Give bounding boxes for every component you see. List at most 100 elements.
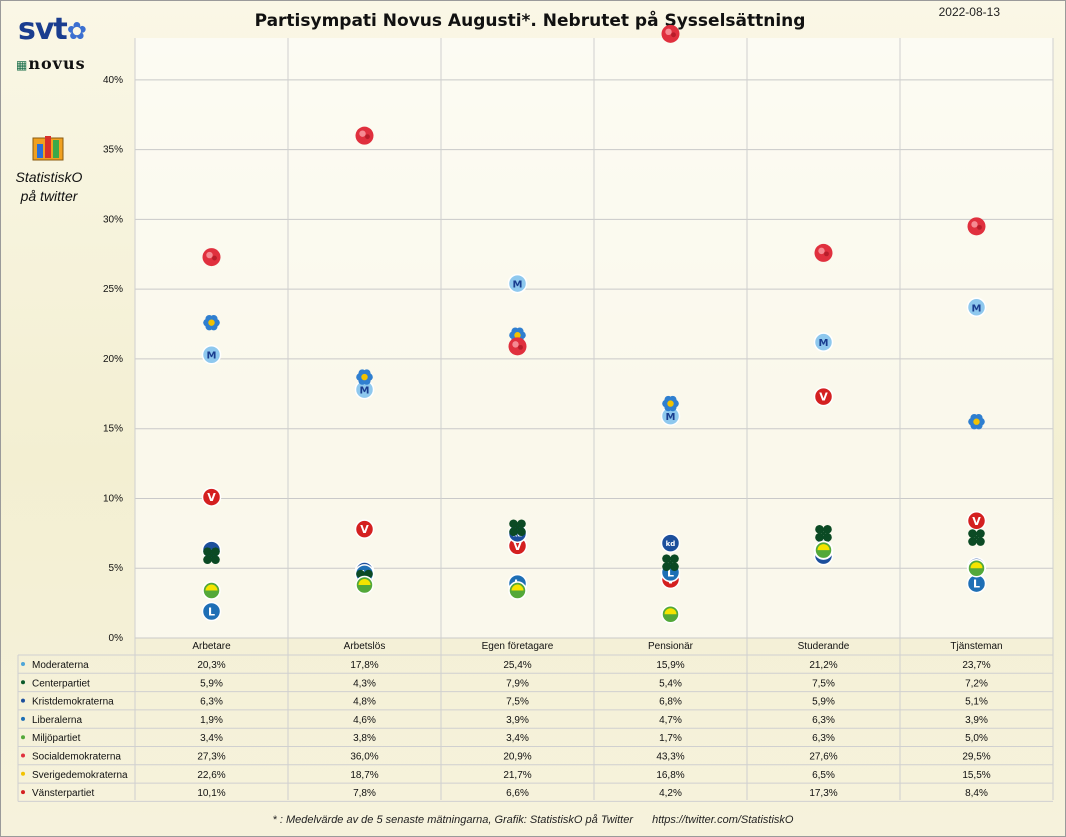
- svg-text:M: M: [972, 303, 982, 314]
- sverigedemokraterna-logo-icon: [203, 314, 220, 331]
- table-cell: 3,4%: [506, 733, 529, 744]
- footnote-url[interactable]: https://twitter.com/StatistiskO: [652, 814, 794, 826]
- vansterpartiet-logo-icon: V: [966, 511, 987, 531]
- table-row-label: Miljöpartiet: [32, 733, 81, 744]
- svg-text:M: M: [207, 351, 217, 362]
- table-cell: 6,6%: [506, 788, 529, 799]
- table-cell: 17,3%: [809, 788, 837, 799]
- table-cell: 43,3%: [656, 752, 684, 763]
- novus-grid-icon: ▦: [16, 58, 29, 72]
- svg-text:V: V: [972, 515, 981, 528]
- category-label: Egen företagare: [482, 641, 554, 652]
- y-tick-label: 5%: [109, 563, 124, 574]
- svg-text:V: V: [819, 391, 828, 404]
- bar-chart-cube-icon: [32, 136, 64, 161]
- table-cell: 6,8%: [659, 697, 682, 708]
- table-cell: 7,9%: [506, 678, 529, 689]
- table-cell: 7,8%: [353, 788, 376, 799]
- table-cell: 21,2%: [809, 660, 837, 671]
- kristdemokraterna-logo-icon: kd: [660, 533, 681, 553]
- centerpartiet-logo-icon: [815, 525, 832, 542]
- table-row-label: Kristdemokraterna: [32, 697, 114, 708]
- svg-text:V: V: [360, 523, 369, 536]
- y-tick-label: 15%: [103, 424, 123, 435]
- legend-swatch: [21, 662, 25, 666]
- table-cell: 6,3%: [200, 697, 223, 708]
- table-cell: 4,7%: [659, 715, 682, 726]
- table-cell: 3,9%: [506, 715, 529, 726]
- category-label: Arbetslös: [344, 641, 386, 652]
- table-cell: 27,3%: [197, 752, 225, 763]
- legend-swatch: [21, 735, 25, 740]
- socialdemokraterna-logo-icon: [661, 24, 680, 43]
- table-row-label: Vänsterpartiet: [32, 788, 94, 799]
- sverigedemokraterna-logo-icon: [662, 395, 679, 412]
- table-cell: 7,2%: [965, 678, 988, 689]
- legend-swatch: [21, 753, 25, 758]
- svg-text:M: M: [666, 412, 676, 423]
- table-row-label: Moderaterna: [32, 660, 89, 671]
- flower-icon: ✿: [66, 17, 87, 45]
- y-tick-label: 25%: [103, 284, 123, 295]
- socialdemokraterna-logo-icon: [967, 217, 986, 236]
- svg-text:kd: kd: [513, 530, 523, 538]
- centerpartiet-logo-icon: [203, 547, 220, 564]
- table-cell: 7,5%: [812, 678, 835, 689]
- table-cell: 6,5%: [812, 770, 835, 781]
- table-cell: 4,8%: [353, 697, 376, 708]
- table-cell: 15,5%: [962, 770, 990, 781]
- y-tick-label: 0%: [109, 633, 124, 644]
- vansterpartiet-logo-icon: V: [201, 487, 222, 507]
- table-cell: 3,9%: [965, 715, 988, 726]
- table-row-label: Sverigedemokraterna: [32, 770, 128, 781]
- table-row-label: Socialdemokraterna: [32, 752, 121, 763]
- statistisko-name: StatistiskO: [15, 169, 83, 185]
- miljopartiet-logo-icon: [967, 558, 986, 578]
- liberalerna-logo-icon: L: [201, 601, 222, 622]
- table-cell: 5,9%: [812, 697, 835, 708]
- table-cell: 25,4%: [503, 660, 531, 671]
- moderaterna-logo-icon: M: [813, 332, 834, 352]
- table-cell: 21,7%: [503, 770, 531, 781]
- table-cell: 20,9%: [503, 752, 531, 763]
- table-cell: 5,1%: [965, 697, 988, 708]
- svg-text:L: L: [667, 566, 674, 579]
- table-cell: 6,3%: [812, 733, 835, 744]
- table-cell: 15,9%: [656, 660, 684, 671]
- svg-text:M: M: [819, 338, 829, 349]
- table-cell: 4,6%: [353, 715, 376, 726]
- svg-text:V: V: [513, 540, 522, 553]
- table-cell: 4,3%: [353, 678, 376, 689]
- table-cell: 4,2%: [659, 788, 682, 799]
- category-label: Tjänsteman: [950, 641, 1002, 652]
- table-cell: 3,8%: [353, 733, 376, 744]
- category-label: Arbetare: [192, 641, 231, 652]
- table-cell: 20,3%: [197, 660, 225, 671]
- socialdemokraterna-logo-icon: [508, 337, 527, 356]
- centerpartiet-logo-icon: [509, 519, 526, 537]
- footnote-text: * : Medelvärde av de 5 senaste mätningar…: [272, 814, 634, 826]
- moderaterna-logo-icon: M: [966, 297, 987, 318]
- moderaterna-logo-icon: M: [507, 273, 528, 294]
- sverigedemokraterna-logo-icon: [968, 414, 985, 430]
- centerpartiet-logo-icon: [968, 529, 985, 546]
- statistisko-sub: på twitter: [20, 188, 78, 204]
- svg-text:L: L: [208, 605, 215, 618]
- table-cell: 5,0%: [965, 733, 988, 744]
- novus-logo-text: novus: [28, 54, 86, 73]
- table-cell: 16,8%: [656, 770, 684, 781]
- socialdemokraterna-logo-icon: [814, 243, 833, 262]
- table-cell: 5,9%: [200, 678, 223, 689]
- table-cell: 27,6%: [809, 752, 837, 763]
- table-cell: 29,5%: [962, 752, 990, 763]
- miljopartiet-logo-icon: [355, 575, 374, 595]
- svg-text:kd: kd: [666, 540, 676, 548]
- legend-swatch: [21, 716, 25, 721]
- table-cell: 22,6%: [197, 770, 225, 781]
- footnote: * : Medelvärde av de 5 senaste mätningar…: [0, 814, 1066, 826]
- svg-text:L: L: [973, 578, 980, 591]
- moderaterna-logo-icon: M: [201, 344, 222, 365]
- svg-text:V: V: [207, 491, 216, 504]
- miljopartiet-logo-icon: [202, 581, 221, 600]
